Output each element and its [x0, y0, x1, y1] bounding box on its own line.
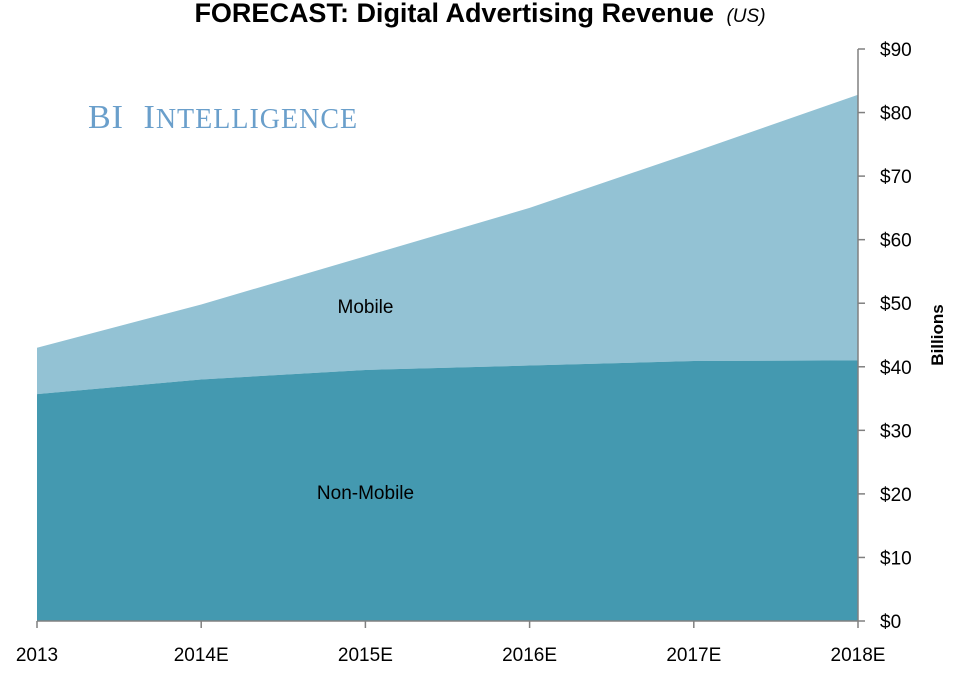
bi-intelligence-logo: BI INTELLIGENCE — [88, 99, 358, 136]
y-tick-label: $70 — [880, 167, 912, 188]
x-tick-label: 2018E — [831, 645, 886, 666]
x-axis-ticks: 2013 2014E 2015E 2016E 2017E 2018E — [16, 621, 886, 666]
area-mobile — [37, 94, 858, 395]
x-tick-label: 2015E — [338, 645, 393, 666]
chart-title: FORECAST: Digital Advertising Revenue (U… — [194, 0, 765, 28]
label-non-mobile: Non-Mobile — [317, 483, 414, 504]
y-tick-label: $40 — [880, 358, 912, 379]
x-tick-label: 2013 — [16, 645, 58, 666]
svg-text:FORECAST: Digital Advertising: FORECAST: Digital Advertising Revenue (U… — [194, 0, 765, 28]
y-axis-title: Billions — [928, 304, 947, 365]
y-tick-label: $50 — [880, 294, 912, 315]
y-tick-label: $0 — [880, 612, 901, 633]
area-labels: Mobile Non-Mobile — [317, 297, 414, 504]
y-tick-label: $60 — [880, 231, 912, 252]
logo-rest: NTELLIGENCE — [156, 104, 358, 135]
x-tick-label: 2016E — [502, 645, 557, 666]
x-tick-label: 2017E — [666, 645, 721, 666]
y-tick-label: $90 — [880, 40, 912, 61]
label-mobile: Mobile — [338, 297, 394, 318]
area-non-mobile — [37, 360, 858, 621]
chart-title-text: FORECAST: Digital Advertising Revenue — [194, 0, 714, 28]
logo-initial-i: I — [144, 99, 156, 136]
y-tick-label: $10 — [880, 548, 912, 569]
y-tick-label: $20 — [880, 485, 912, 506]
plot-areas — [37, 94, 858, 621]
x-tick-label: 2014E — [174, 645, 229, 666]
y-tick-label: $30 — [880, 421, 912, 442]
y-tick-label: $80 — [880, 104, 912, 125]
chart-subtitle-text: (US) — [726, 6, 765, 27]
logo-initial-bi: BI — [88, 99, 124, 136]
y-axis-ticks: $0 $10 $20 $30 $40 $50 $60 $70 $80 $90 — [858, 40, 912, 633]
